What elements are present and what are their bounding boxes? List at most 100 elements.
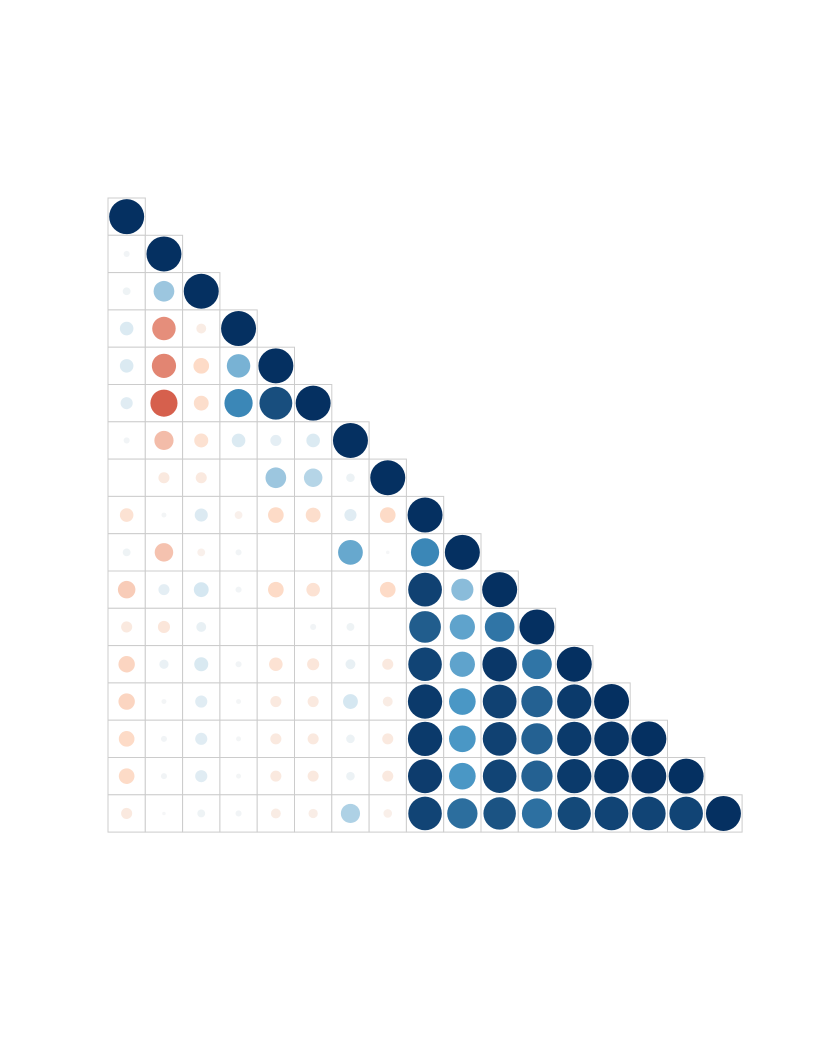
corr-circle-7-7 bbox=[370, 460, 406, 496]
corr-circle-12-3 bbox=[235, 661, 242, 668]
corr-circle-12-8 bbox=[408, 647, 442, 682]
corr-circle-14-13 bbox=[594, 721, 629, 757]
corr-circle-10-3 bbox=[235, 586, 242, 593]
corr-circle-8-6 bbox=[344, 508, 357, 522]
corr-circle-0-0 bbox=[109, 199, 145, 235]
corr-circle-2-2 bbox=[183, 273, 219, 309]
corr-circle-16-6 bbox=[340, 803, 361, 824]
corr-circle-4-1 bbox=[151, 353, 177, 378]
corr-circle-12-11 bbox=[522, 649, 552, 680]
corr-circle-13-10 bbox=[482, 684, 517, 719]
corr-circle-11-2 bbox=[196, 622, 207, 632]
corr-circle-5-3 bbox=[224, 389, 253, 418]
grid-cell-6-0 bbox=[107, 421, 146, 460]
corr-circle-6-4 bbox=[270, 434, 282, 446]
corr-circle-7-6 bbox=[346, 473, 355, 483]
corr-circle-16-5 bbox=[308, 808, 318, 819]
corr-circle-12-7 bbox=[382, 658, 394, 670]
corr-circle-15-11 bbox=[521, 760, 553, 792]
corr-circle-14-7 bbox=[382, 733, 394, 745]
corr-circle-10-2 bbox=[193, 582, 209, 598]
corr-circle-10-10 bbox=[482, 572, 518, 608]
grid-cell-9-4 bbox=[256, 533, 296, 572]
corr-circle-8-5 bbox=[305, 507, 321, 523]
corr-circle-16-3 bbox=[235, 810, 242, 817]
corr-circle-15-0 bbox=[118, 768, 135, 784]
corr-circle-12-12 bbox=[556, 646, 592, 682]
corr-circle-5-0 bbox=[120, 397, 133, 410]
corr-circle-13-7 bbox=[382, 696, 393, 707]
corr-circle-8-0 bbox=[119, 508, 134, 522]
corr-circle-15-5 bbox=[307, 770, 319, 782]
grid-cell-3-1 bbox=[144, 309, 184, 348]
corr-circle-6-2 bbox=[194, 433, 209, 448]
corr-circle-6-3 bbox=[231, 433, 246, 448]
corr-circle-13-3 bbox=[236, 699, 242, 705]
corr-circle-8-3 bbox=[234, 511, 243, 519]
corr-circle-10-9 bbox=[451, 578, 474, 601]
corr-circle-14-8 bbox=[407, 721, 443, 756]
corr-circle-14-0 bbox=[118, 731, 135, 747]
corr-circle-2-1 bbox=[153, 280, 175, 302]
corr-circle-16-4 bbox=[270, 808, 281, 819]
corr-circle-13-8 bbox=[407, 684, 443, 719]
corr-circle-14-9 bbox=[449, 725, 476, 753]
corr-circle-13-4 bbox=[270, 696, 282, 708]
corr-circle-6-0 bbox=[123, 437, 130, 444]
corr-circle-9-3 bbox=[235, 549, 242, 556]
corr-circle-9-0 bbox=[122, 548, 131, 557]
corr-circle-16-7 bbox=[383, 809, 393, 818]
grid-cell-10-6 bbox=[331, 570, 370, 609]
corr-circle-15-14 bbox=[631, 758, 667, 794]
corr-circle-4-2 bbox=[193, 358, 210, 374]
corr-circle-8-4 bbox=[268, 507, 284, 523]
corr-circle-8-7 bbox=[379, 507, 396, 523]
corr-circle-15-1 bbox=[160, 773, 167, 780]
corr-circle-16-9 bbox=[447, 798, 478, 829]
corr-circle-13-9 bbox=[449, 688, 476, 715]
corr-circle-16-0 bbox=[121, 807, 133, 819]
corr-circle-1-0 bbox=[123, 250, 130, 257]
corr-circle-15-13 bbox=[594, 758, 629, 794]
corr-circle-16-1 bbox=[162, 811, 166, 816]
corr-circle-13-11 bbox=[521, 685, 553, 718]
corr-circle-6-6 bbox=[332, 422, 368, 458]
corr-circle-14-4 bbox=[270, 733, 282, 745]
corr-circle-11-5 bbox=[310, 623, 317, 630]
corr-circle-11-8 bbox=[409, 611, 441, 643]
corr-circle-12-2 bbox=[194, 657, 209, 672]
corr-circle-9-6 bbox=[338, 539, 363, 565]
corr-circle-11-1 bbox=[157, 620, 171, 634]
corr-circle-10-8 bbox=[408, 572, 442, 607]
corr-circle-3-3 bbox=[221, 311, 257, 347]
corr-circle-5-1 bbox=[150, 389, 178, 417]
corr-circle-15-6 bbox=[346, 771, 355, 781]
corr-circle-14-10 bbox=[482, 721, 517, 756]
corr-circle-14-2 bbox=[195, 732, 208, 745]
grid-cell-11-7 bbox=[368, 607, 407, 647]
corr-circle-15-4 bbox=[270, 770, 282, 782]
corr-circle-12-4 bbox=[269, 657, 283, 672]
corr-circle-10-5 bbox=[306, 582, 320, 597]
corr-circle-4-4 bbox=[258, 348, 294, 384]
corr-circle-8-1 bbox=[161, 512, 167, 518]
corr-circle-13-0 bbox=[118, 693, 135, 710]
corr-circle-16-15 bbox=[669, 796, 703, 831]
corr-circle-10-0 bbox=[117, 580, 136, 599]
corr-circle-13-6 bbox=[343, 694, 358, 709]
corr-circle-6-5 bbox=[306, 433, 320, 448]
corr-circle-9-1 bbox=[154, 543, 174, 562]
corr-circle-12-6 bbox=[345, 659, 356, 670]
corr-circle-2-0 bbox=[122, 287, 131, 296]
corr-circle-3-1 bbox=[152, 316, 176, 341]
grid-cell-4-3 bbox=[219, 346, 258, 386]
corr-circle-12-10 bbox=[482, 647, 517, 682]
corr-circle-13-1 bbox=[161, 699, 167, 705]
corr-circle-16-8 bbox=[408, 796, 442, 831]
corr-circle-12-0 bbox=[118, 656, 135, 673]
corr-circle-16-2 bbox=[197, 809, 206, 818]
corr-circle-8-2 bbox=[194, 508, 208, 522]
corr-circle-14-5 bbox=[307, 733, 319, 745]
corr-circle-14-12 bbox=[557, 721, 592, 756]
corr-circle-12-5 bbox=[307, 658, 320, 671]
